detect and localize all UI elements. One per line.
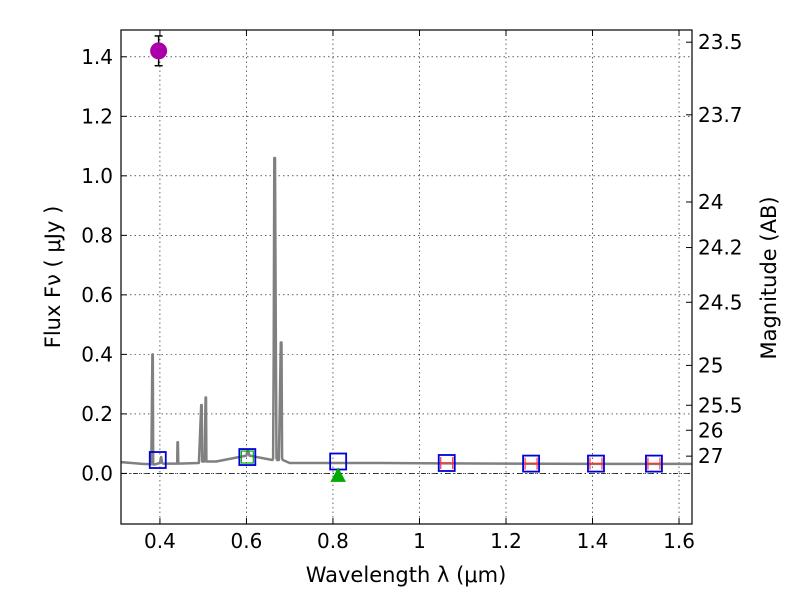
x-axis-title: Wavelength λ (μm) [306, 563, 507, 587]
y-tick-label: 1.4 [81, 45, 113, 69]
flux-limit-marker [647, 457, 661, 470]
y-tick-label: 0.4 [81, 342, 113, 366]
magnitude-axis-title: Magnitude (AB) [757, 196, 781, 359]
x-tick-label: 0.6 [231, 529, 263, 553]
data-series [120, 35, 692, 482]
magnitude-tick-label: 27 [698, 444, 723, 468]
magnitude-tick-label: 24 [698, 190, 723, 214]
y-tick-label: 0.2 [81, 402, 113, 426]
observed-flux-point [150, 42, 168, 60]
x-tick-label: 1 [413, 529, 426, 553]
magnitude-tick-label: 25 [698, 353, 723, 377]
y-tick-label: 0.8 [81, 223, 113, 247]
y-tick-label: 1.0 [81, 164, 113, 188]
flux-limit-marker [524, 457, 538, 470]
flux-limit-marker [589, 457, 603, 470]
y-axis-title: Flux Fν ( μJy ) [41, 206, 65, 349]
magnitude-tick-label: 24.5 [698, 290, 743, 314]
x-tick-label: 0.8 [317, 529, 349, 553]
model-photometry-marker [238, 448, 257, 466]
model-photometry-marker [148, 451, 167, 469]
x-tick-label: 1.4 [577, 529, 609, 553]
plot-frame [120, 29, 693, 525]
flux-limit-marker [440, 456, 454, 469]
magnitude-tick-label: 25.5 [698, 393, 743, 417]
magnitude-tick-label: 24.2 [698, 236, 743, 260]
model-photometry-marker [645, 454, 663, 473]
non-detection-marker [330, 467, 346, 482]
model-spectrum-line [120, 156, 692, 466]
magnitude-tick-label: 23.5 [698, 30, 743, 54]
magnitude-tick-label: 23.7 [698, 103, 743, 127]
x-tick-label: 0.4 [144, 529, 176, 553]
band-flux-marker [240, 450, 254, 464]
y-axis: 0.0 0.2 0.4 0.6 0.8 1.0 1.2 1.4 [81, 45, 127, 485]
x-tick-label: 1.2 [490, 529, 522, 553]
model-photometry-marker [522, 454, 540, 473]
y-tick-label: 0.0 [81, 461, 113, 485]
model-photometry-marker [437, 454, 456, 472]
grid [121, 30, 692, 524]
y-tick-label: 1.2 [81, 104, 113, 128]
x-tick-label: 1.6 [663, 529, 695, 553]
x-axis: 0.4 0.6 0.8 1 1.2 1.4 1.6 [144, 30, 695, 553]
y-tick-label: 0.6 [81, 283, 113, 307]
magnitude-tick-label: 26 [698, 418, 723, 442]
model-photometry-marker [587, 454, 605, 473]
